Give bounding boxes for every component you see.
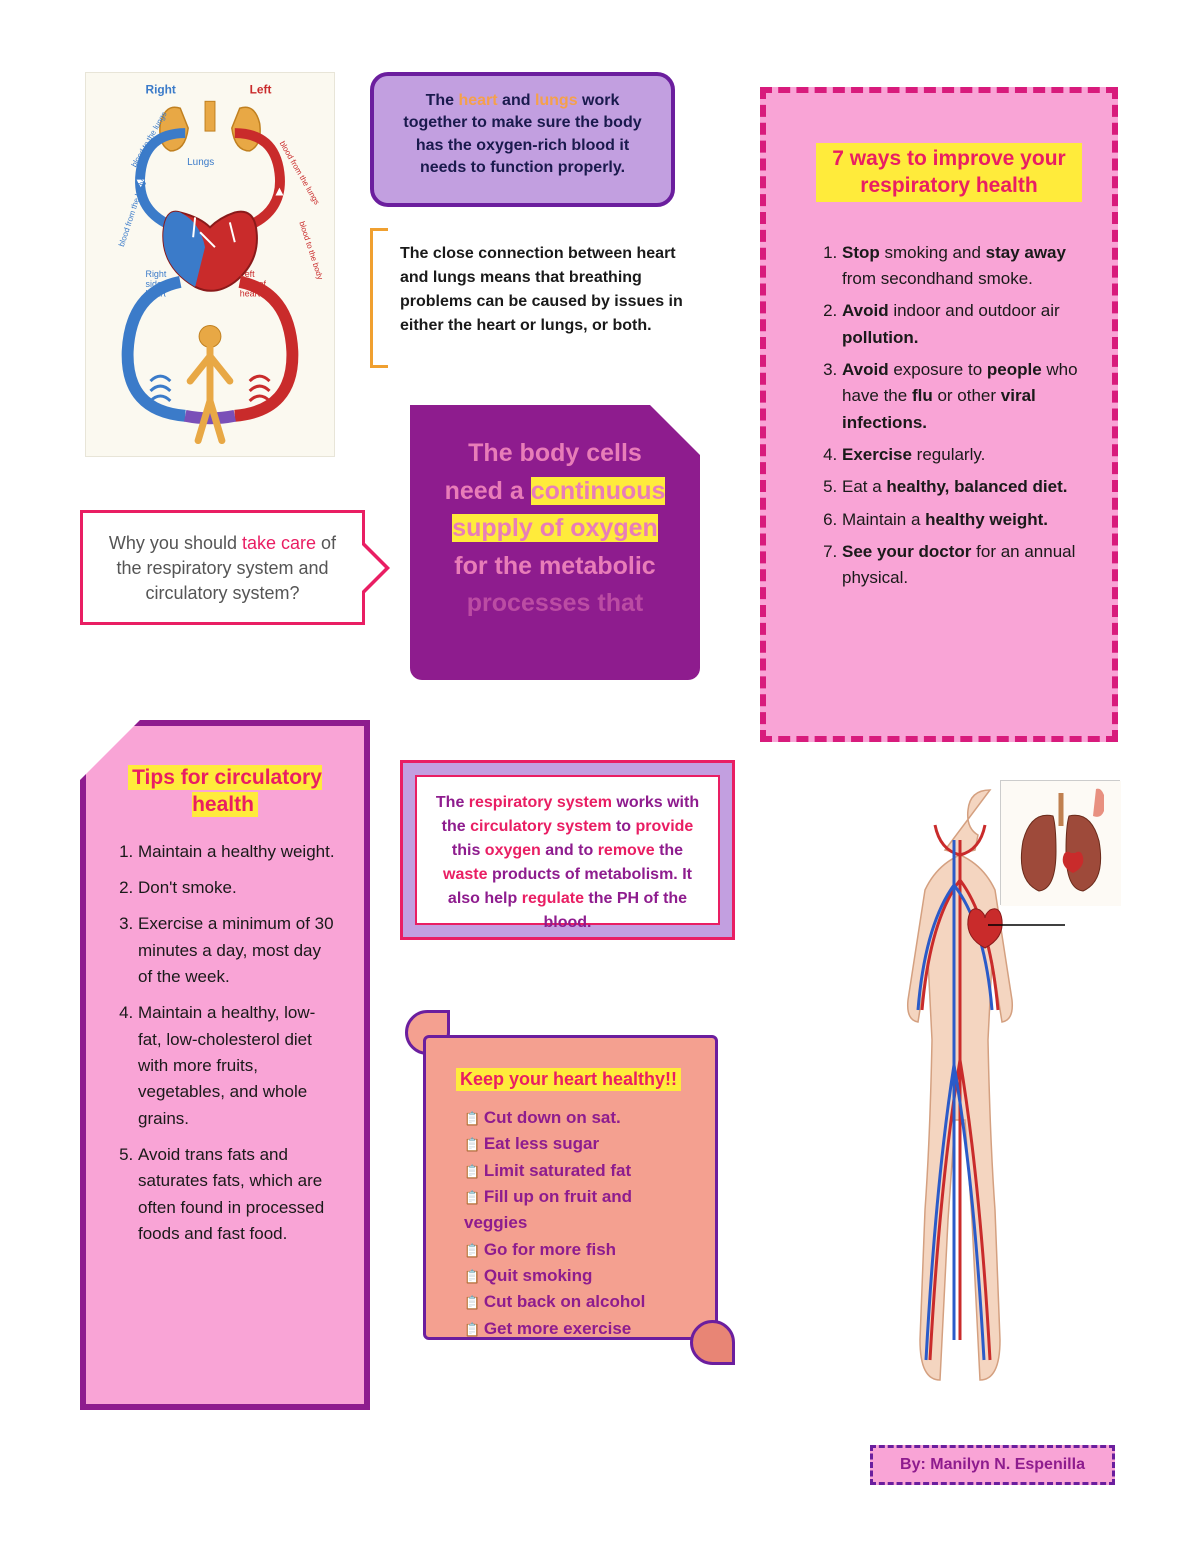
bracket-connector <box>370 228 388 368</box>
respiratory-system-callout: The respiratory system works with the ci… <box>400 760 735 940</box>
heart-healthy-scroll: Keep your heart healthy!! Cut down on sa… <box>405 1010 735 1365</box>
label-lungs: Lungs <box>187 157 214 168</box>
circulatory-tips-title: Tips for circulatory health <box>128 765 322 817</box>
label-right: Right <box>146 82 176 96</box>
heart-tip-item: Cut down on sat. <box>464 1105 691 1131</box>
human-circulatory-diagram <box>800 780 1120 1400</box>
respiratory-tip-item: Stop smoking and stay away from secondha… <box>842 240 1082 293</box>
heart-tip-item: Limit saturated fat <box>464 1158 691 1184</box>
label-right-side: Right <box>146 269 167 279</box>
svg-text:blood from the body: blood from the body <box>117 178 147 247</box>
respiratory-tip-item: See your doctor for an annual physical. <box>842 539 1082 592</box>
respiratory-tips-title: 7 ways to improve your respiratory healt… <box>816 143 1082 202</box>
lungs-word: lungs <box>535 92 578 109</box>
connection-text: The close connection between heart and l… <box>400 242 690 338</box>
circulatory-tips-list: Maintain a healthy weight. Don't smoke. Ex… <box>112 839 338 1248</box>
circulatory-tip-item: Maintain a healthy, low-fat, low-cholest… <box>138 1000 338 1132</box>
body-cells-callout: The body cells need a continuous supply … <box>410 405 700 680</box>
svg-text:blood to the body: blood to the body <box>297 220 324 281</box>
respiratory-tip-item: Exercise regularly. <box>842 442 1082 468</box>
respiratory-tips-list: Stop smoking and stay away from secondha… <box>816 240 1082 592</box>
author-byline: By: Manilyn N. Espenilla <box>870 1445 1115 1485</box>
circulatory-tip-item: Avoid trans fats and saturates fats, whi… <box>138 1142 338 1247</box>
heart-tip-item: Fill up on fruit and veggies <box>464 1184 691 1237</box>
circulatory-tip-item: Exercise a minimum of 30 minutes a day, … <box>138 911 338 990</box>
circulatory-tips-panel: Tips for circulatory health Maintain a h… <box>80 720 370 1410</box>
heart-tip-item: Quit smoking <box>464 1263 691 1289</box>
intro-callout: The heart and lungs work together to mak… <box>370 72 675 207</box>
respiratory-tip-item: Avoid exposure to people who have the fl… <box>842 357 1082 436</box>
circulatory-tip-item: Maintain a healthy weight. <box>138 839 338 865</box>
label-left: Left <box>250 82 272 96</box>
circulatory-tip-item: Don't smoke. <box>138 875 338 901</box>
heart-tip-item: Go for more fish <box>464 1237 691 1263</box>
respiratory-tip-item: Avoid indoor and outdoor air pollution. <box>842 298 1082 351</box>
why-care-callout: Why you should take care of the respirat… <box>80 510 365 625</box>
respiratory-tips-panel: 7 ways to improve your respiratory healt… <box>760 87 1118 742</box>
respiratory-tip-item: Maintain a healthy weight. <box>842 507 1082 533</box>
heart-word: heart <box>458 92 497 109</box>
lungs-inset-image <box>1000 780 1120 905</box>
heart-tip-item: Get more exercise <box>464 1316 691 1342</box>
heart-healthy-title: Keep your heart healthy!! <box>456 1068 681 1091</box>
circulation-diagram: Right Left Lungs Right side of heart Lef… <box>85 72 335 457</box>
respiratory-tip-item: Eat a healthy, balanced diet. <box>842 474 1082 500</box>
heart-tip-item: Eat less sugar <box>464 1131 691 1157</box>
heart-healthy-list: Cut down on sat.Eat less sugarLimit satu… <box>456 1105 691 1342</box>
heart-tip-item: Cut back on alcohol <box>464 1289 691 1315</box>
